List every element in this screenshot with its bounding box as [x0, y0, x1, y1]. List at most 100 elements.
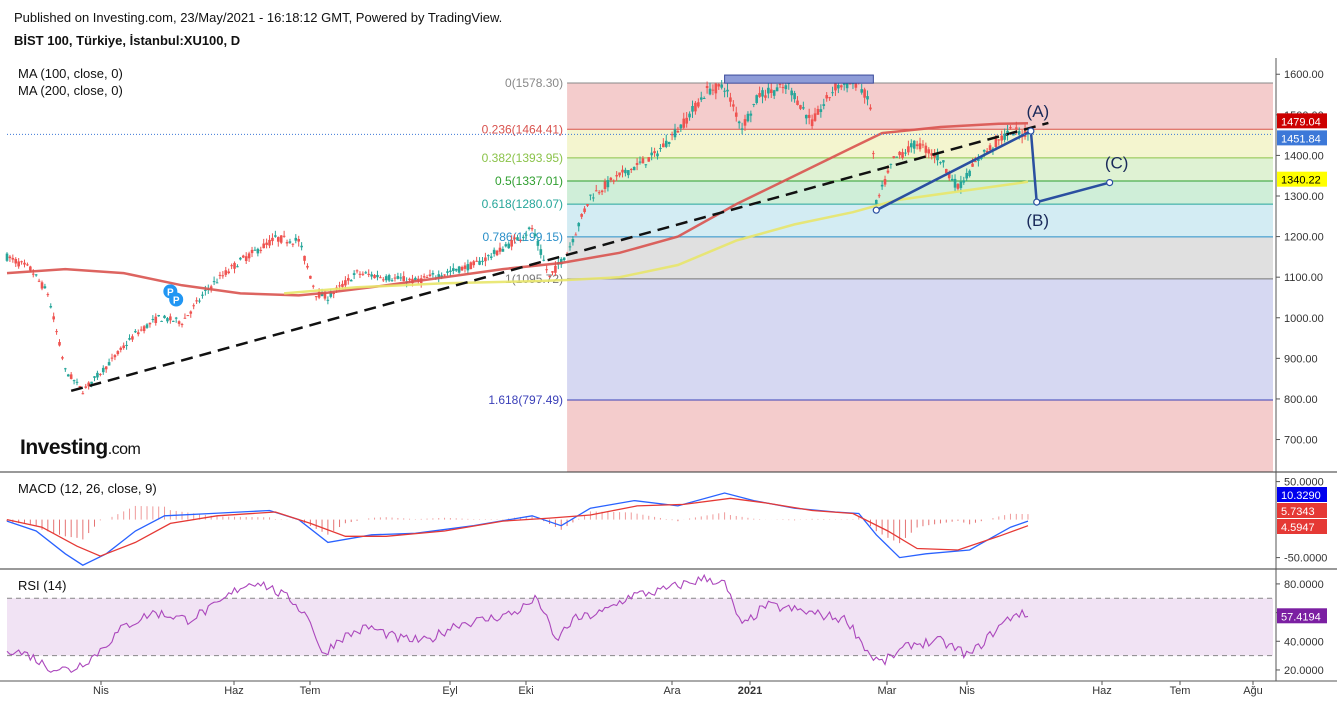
candle-body: [256, 248, 260, 254]
candle-body: [586, 204, 589, 206]
candle-body: [799, 105, 802, 109]
candle-body: [580, 214, 583, 217]
candle-body: [501, 248, 505, 252]
candle-body: [904, 152, 907, 154]
candle-body: [717, 84, 721, 87]
candle-body: [513, 237, 516, 240]
candle-body: [519, 239, 522, 241]
candle-body: [761, 90, 764, 97]
candle-body: [452, 268, 455, 271]
candle-body: [682, 118, 686, 128]
candle-body: [530, 228, 534, 230]
candle-body: [370, 274, 373, 277]
candle-body: [329, 292, 333, 297]
fib-zone: [567, 157, 1273, 181]
price-label-ma200: [1277, 171, 1327, 187]
candle-body: [597, 192, 601, 194]
candle-body: [909, 143, 913, 148]
candle-body: [285, 242, 289, 244]
candle-body: [988, 145, 992, 151]
y-tick-label: 50.0000: [1284, 477, 1324, 489]
candle-body: [869, 107, 872, 110]
candle-body: [373, 275, 376, 279]
fib-label: 0.382(1393.95): [482, 151, 563, 165]
candle-body: [215, 282, 219, 284]
candle-body: [110, 357, 114, 359]
candle-body: [492, 249, 496, 254]
candle-body: [417, 278, 420, 281]
candle-body: [662, 143, 665, 148]
candle-body: [985, 150, 989, 153]
candle-body: [793, 93, 796, 100]
candle-body: [104, 366, 108, 370]
candle-body: [317, 291, 321, 298]
candle-body: [437, 274, 441, 279]
candle-body: [481, 260, 484, 262]
candle-body: [116, 351, 120, 355]
candle-body: [860, 89, 863, 93]
candle-body: [399, 277, 403, 279]
candle-body: [291, 243, 295, 245]
candle-body: [5, 253, 9, 261]
candle-body: [271, 237, 274, 242]
candle-body: [994, 138, 998, 148]
candle-body: [997, 139, 1001, 141]
candle-body: [577, 223, 581, 227]
candle-body: [96, 372, 99, 378]
candle-body: [568, 246, 572, 248]
candle-body: [46, 294, 50, 296]
candle-body: [311, 285, 315, 287]
candle-body: [55, 331, 58, 333]
candle-body: [991, 148, 995, 150]
candle-body: [472, 261, 476, 266]
y-tick-label: 1600.00: [1284, 69, 1324, 81]
fib-label: 0.5(1337.01): [495, 174, 563, 188]
candle-body: [974, 161, 977, 163]
candles: [5, 74, 1030, 395]
candle-body: [1014, 127, 1018, 129]
x-tick-label: Tem: [300, 685, 321, 697]
candle-body: [854, 82, 858, 88]
candle-body: [349, 279, 353, 282]
candle-body: [148, 322, 152, 325]
candle-body: [279, 235, 283, 243]
candle-body: [711, 89, 715, 91]
candle-body: [831, 92, 834, 94]
candle-body: [583, 208, 586, 213]
ma100-line: [6, 122, 1029, 297]
price-label-histogram-text: 4.5947: [1281, 522, 1315, 534]
candle-body: [440, 275, 443, 278]
candle-body: [927, 149, 931, 154]
candle-body: [81, 393, 85, 395]
macd-title: MACD (12, 26, close, 9): [18, 481, 157, 496]
candle-body: [769, 89, 773, 93]
candle-body: [667, 141, 671, 144]
candle-body: [34, 274, 38, 276]
candle-body: [90, 381, 93, 384]
fib-label: 1.618(797.49): [488, 393, 563, 407]
candle-body: [714, 83, 718, 94]
wave-point: [1106, 179, 1114, 187]
macd-histogram: [6, 505, 1029, 544]
candle-body: [344, 280, 347, 286]
candle-body: [119, 347, 123, 350]
y-tick-label: 1000.00: [1284, 313, 1324, 325]
candle-body: [734, 112, 738, 117]
candle-body: [816, 108, 820, 115]
candle-body: [594, 190, 598, 192]
fib-label: 1(1095.72): [505, 272, 563, 286]
x-tick-label: Nis: [959, 685, 975, 697]
candle-body: [874, 199, 878, 204]
candle-body: [624, 169, 627, 174]
candle-body: [37, 280, 41, 282]
x-tick-label: 2021: [738, 685, 762, 697]
candle-body: [877, 195, 881, 197]
candle-body: [886, 170, 890, 173]
candle-body: [772, 90, 776, 96]
candle-body: [396, 276, 400, 279]
candle-body: [131, 336, 134, 340]
candle-body: [314, 296, 318, 298]
candle-body: [367, 273, 371, 275]
candle-body: [183, 317, 187, 319]
candle-body: [381, 279, 385, 281]
